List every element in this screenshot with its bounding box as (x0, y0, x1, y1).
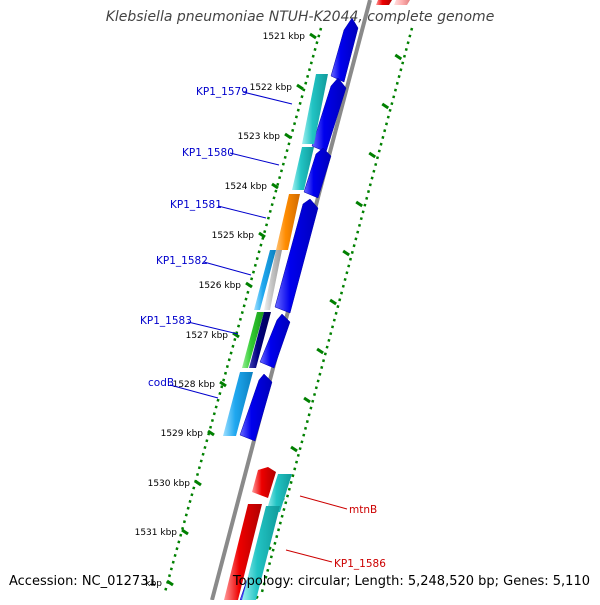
genome-title: Klebsiella pneumoniae NTUH-K2044, comple… (105, 9, 495, 25)
orf-arrow (303, 147, 332, 199)
ruler-tick (219, 380, 227, 388)
cds-kp1-1586-pair (242, 506, 280, 600)
gene-leader-line (169, 384, 219, 399)
gene-leader-line (299, 495, 348, 510)
ruler-tick (258, 231, 266, 239)
gene-leader-line (285, 549, 333, 563)
gene-label[interactable]: KP1_1581 (170, 199, 222, 211)
ruler-tick (166, 579, 174, 587)
orf-arrow (274, 198, 319, 314)
ruler-tick (181, 528, 189, 536)
cds-kp1-1586 (224, 504, 262, 600)
gene-label[interactable]: mtnB (349, 504, 377, 516)
ruler-tick-label: 1525 kbp (212, 231, 255, 241)
cds-mtnb-pair (266, 474, 292, 512)
ruler-tick (194, 479, 202, 487)
cds-red (376, 0, 392, 5)
outer-ruler-tick (316, 347, 324, 355)
outer-ruler-tick (342, 249, 350, 257)
gene-label[interactable]: KP1_1586 (334, 558, 386, 570)
cds-kp1-1583 (249, 312, 271, 368)
gene-label[interactable]: KP1_1582 (156, 255, 208, 267)
cds-kp1-1583-green (242, 312, 264, 368)
gene-label[interactable]: KP1_1583 (140, 315, 192, 327)
ruler-tick-label: 1530 kbp (148, 479, 191, 489)
cds-kp1-1579 (302, 74, 328, 144)
ruler-tick (284, 132, 292, 140)
cds-kp1-1581 (276, 194, 300, 250)
outer-ruler-tick (303, 396, 311, 404)
cds-kp1-1582-grey (264, 250, 282, 310)
ruler-labels: 1521 kbp 1522 kbp 1523 kbp 1524 kbp 1525 kbp… (135, 32, 306, 589)
outer-ruler-tick (368, 151, 377, 159)
ruler-tick-label: 1523 kbp (238, 132, 281, 142)
outer-ruler-tick (290, 445, 298, 453)
ruler-ticks (166, 32, 317, 587)
ruler-tick (271, 182, 279, 190)
ruler-tick-label: 1522 kbp (250, 83, 293, 93)
ruler-tick-label: 1527 kbp (186, 331, 229, 341)
gene-leader-line (203, 261, 252, 276)
inner-dotted-arc (163, 27, 323, 593)
ruler-tick-label: 1529 kbp (161, 429, 204, 439)
cds-mtnb (252, 467, 276, 498)
outer-ruler-tick (394, 53, 403, 61)
cds-kp1-1582 (254, 250, 276, 310)
orf-arrow (239, 373, 273, 442)
ruler-tick-label: 1528 kbp (173, 380, 216, 390)
outer-ruler-tick (381, 102, 390, 110)
orf-arrow (259, 313, 291, 369)
gene-leader-line (229, 152, 280, 166)
ruler-tick (207, 429, 215, 437)
cds-features (223, 74, 328, 600)
gene-label[interactable]: codB (148, 377, 174, 389)
ruler-tick-label: kbp (145, 579, 162, 589)
cds-codb (223, 372, 253, 436)
orf-arrow (330, 17, 359, 83)
ruler-tick-label: 1531 kbp (135, 528, 178, 538)
gene-label[interactable]: KP1_1580 (182, 147, 234, 159)
ruler-tick (232, 331, 240, 339)
outer-ruler-tick (329, 298, 337, 306)
cds-kp1-1580 (292, 147, 314, 190)
gene-leader-line (242, 91, 293, 105)
topology-text: Topology: circular; Length: 5,248,520 bp… (232, 574, 590, 589)
ruler-tick-label: 1526 kbp (199, 281, 242, 291)
top-genes (376, 0, 410, 5)
cds-pink (394, 0, 410, 5)
accession-text: Accession: NC_012731 (9, 574, 157, 589)
ruler-tick (245, 281, 253, 289)
ruler-tick (309, 32, 317, 40)
outer-ruler-tick (355, 200, 364, 208)
ruler-tick (296, 83, 304, 91)
gene-labels: KP1_1579 KP1_1580 KP1_1581 KP1_1582 KP1_1583… (140, 86, 386, 570)
gene-leader-line (187, 321, 239, 335)
ruler-tick-label: 1521 kbp (263, 32, 306, 42)
ruler-tick-label: 1524 kbp (225, 182, 268, 192)
gene-leader-line (217, 205, 267, 219)
gene-label[interactable]: KP1_1579 (196, 86, 248, 98)
